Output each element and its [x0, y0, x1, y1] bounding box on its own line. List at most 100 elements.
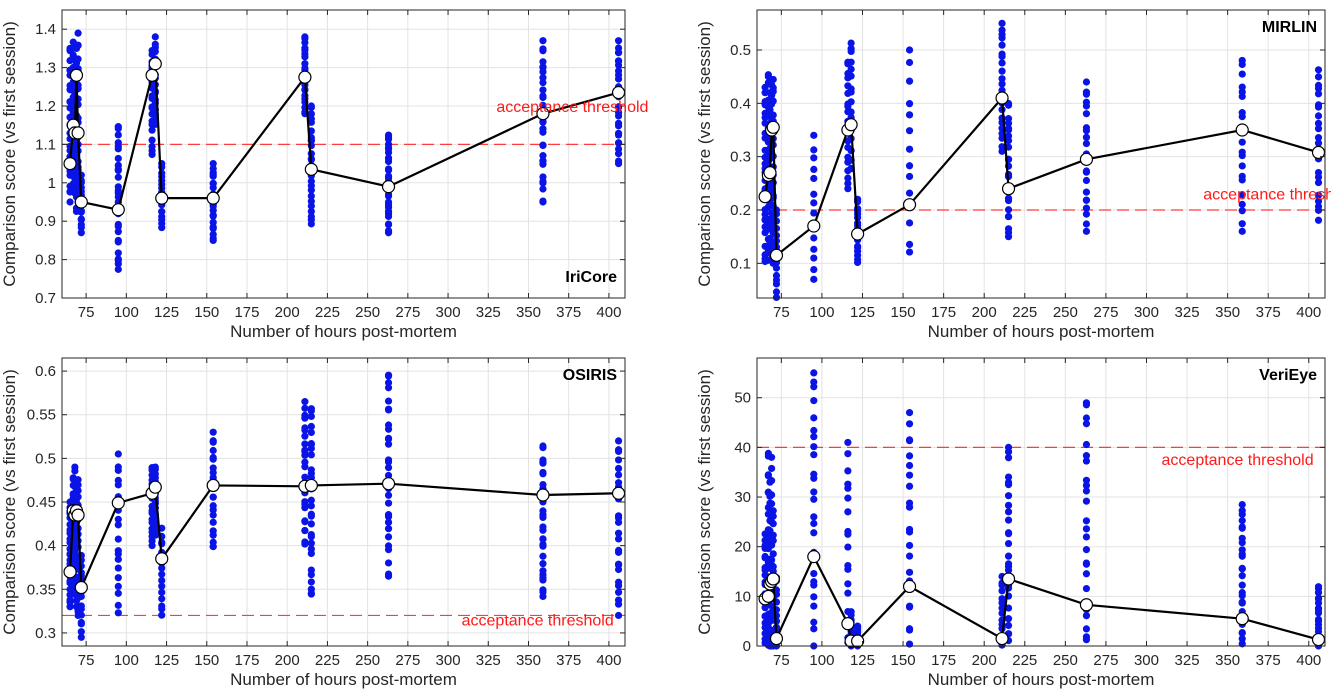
data-point	[209, 502, 217, 510]
data-point	[158, 576, 166, 585]
chart-panel-osiris: 75 100 125 150 175 200 225 250 275 300 325 350 375 40…	[0, 357, 626, 689]
data-point	[307, 451, 315, 459]
data-point	[1004, 206, 1013, 214]
data-point	[1004, 501, 1013, 509]
data-point	[844, 508, 852, 516]
data-point	[769, 550, 777, 558]
data-point	[1082, 78, 1091, 86]
data-point	[810, 234, 818, 242]
data-point	[1082, 176, 1091, 185]
threshold-label: acceptance threshold	[496, 99, 648, 116]
y-tick-label: 0.3	[35, 625, 56, 642]
x-tick-label: 125	[850, 652, 875, 669]
x-axis-label: Number of hours post-mortem	[230, 322, 457, 341]
mean-marker	[1001, 182, 1016, 196]
data-point	[307, 412, 315, 421]
mean-marker	[1001, 572, 1016, 586]
data-point	[301, 540, 309, 548]
data-point	[998, 595, 1006, 603]
data-point	[614, 596, 623, 604]
data-point	[614, 546, 623, 554]
data-point	[844, 450, 852, 458]
data-point	[614, 512, 623, 520]
data-point	[384, 227, 393, 235]
panel-title: IriCore	[565, 269, 617, 286]
mean-marker	[851, 227, 865, 241]
data-point	[1082, 227, 1091, 235]
data-point	[114, 521, 122, 529]
data-point	[77, 633, 85, 641]
data-point	[1004, 126, 1013, 134]
data-point	[844, 561, 852, 570]
data-point	[1314, 81, 1323, 89]
data-point	[1314, 134, 1323, 142]
data-point	[539, 507, 547, 515]
data-point	[810, 369, 818, 377]
data-point	[307, 496, 315, 504]
x-tick-label: 100	[809, 304, 834, 321]
mean-marker	[536, 488, 550, 502]
data-point	[1314, 73, 1323, 81]
data-point	[1004, 615, 1013, 623]
mean-marker	[995, 631, 1009, 646]
data-point	[810, 254, 818, 262]
data-point	[114, 131, 122, 139]
data-point	[810, 433, 818, 441]
x-tick-label: 300	[1134, 304, 1159, 321]
data-point	[539, 118, 547, 126]
x-tick-label: 225	[315, 652, 340, 669]
data-point	[158, 570, 166, 578]
data-point	[1238, 546, 1246, 554]
data-point	[1238, 523, 1246, 531]
data-point	[614, 471, 623, 479]
y-tick-label: 0.4	[35, 538, 56, 555]
chart-panel-verieye: 75 100 125 150 175 200 225 250 275 300 325 350 375 40…	[695, 357, 1326, 689]
y-tick-label: 30	[734, 489, 751, 506]
data-point	[769, 512, 777, 520]
data-point	[301, 33, 309, 41]
data-point	[66, 596, 74, 604]
data-point	[614, 139, 623, 147]
data-point	[1314, 191, 1323, 199]
data-point	[1238, 109, 1246, 117]
data-point	[384, 533, 393, 541]
data-point	[769, 111, 777, 119]
data-point	[1238, 207, 1246, 215]
data-point	[1238, 565, 1246, 573]
data-point	[209, 218, 217, 226]
data-point	[148, 136, 156, 144]
data-point	[905, 482, 914, 490]
data-point	[854, 242, 862, 250]
data-point	[1314, 615, 1323, 624]
data-point	[74, 476, 82, 484]
data-point	[1082, 220, 1091, 228]
data-point	[844, 480, 852, 488]
data-point	[114, 173, 122, 181]
data-point	[905, 172, 914, 181]
mean-marker	[148, 480, 162, 494]
data-point	[614, 57, 623, 65]
data-point	[1238, 588, 1246, 597]
mean-marker	[769, 248, 784, 262]
x-tick-label: 75	[78, 304, 95, 321]
data-point	[844, 589, 852, 597]
data-point	[844, 179, 852, 188]
data-point	[301, 526, 309, 535]
data-point	[1238, 599, 1246, 607]
data-point	[810, 529, 818, 537]
data-point	[384, 559, 393, 567]
mean-marker	[611, 486, 626, 500]
data-point	[810, 275, 818, 283]
data-point	[998, 604, 1006, 612]
data-point	[810, 593, 818, 601]
data-point	[1238, 162, 1246, 170]
data-point	[539, 74, 547, 82]
data-point	[307, 428, 315, 437]
y-tick-label: 10	[734, 588, 751, 605]
data-point	[384, 379, 393, 387]
data-point	[847, 608, 855, 616]
data-point	[384, 491, 393, 499]
data-point	[614, 578, 623, 586]
data-point	[847, 98, 855, 106]
data-point	[1082, 420, 1091, 428]
